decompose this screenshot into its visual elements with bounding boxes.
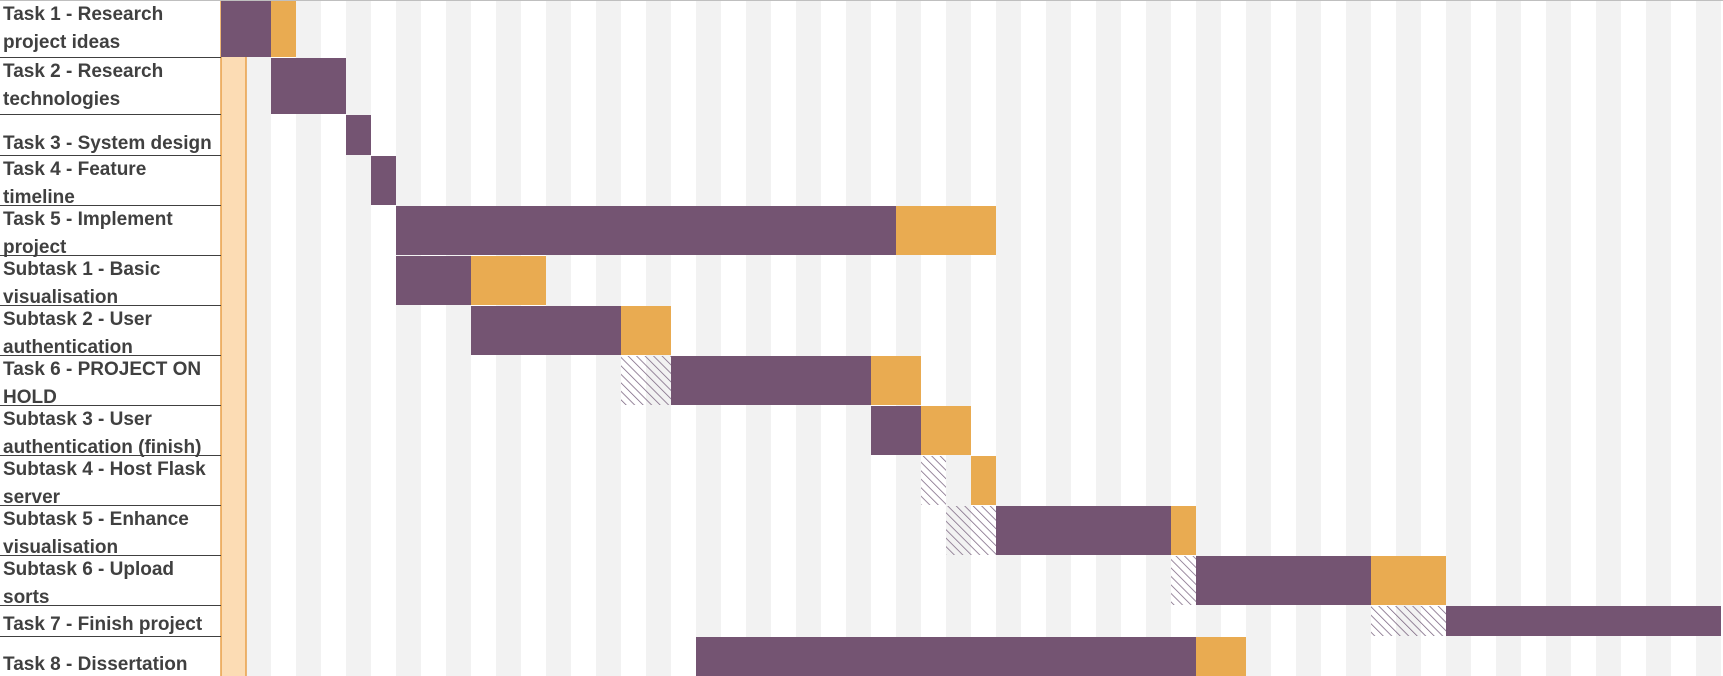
bar-actual: [221, 1, 271, 57]
task-label: technologies: [3, 89, 120, 110]
task-label: Subtask 1 - Basic: [3, 259, 161, 280]
period-stripe: [396, 0, 421, 676]
period-stripe: [246, 0, 271, 676]
period-stripe: [371, 0, 396, 676]
task-label: authentication: [3, 337, 133, 358]
bar-plan-hatched: [1371, 606, 1446, 636]
period-stripe: [971, 0, 996, 676]
period-stripe: [1496, 0, 1521, 676]
bar-actual: [696, 637, 1196, 676]
bar-actual-beyond-plan: [896, 206, 996, 255]
period-stripe: [421, 0, 446, 676]
task-label: authentication (finish): [3, 437, 201, 458]
period-stripe: [821, 0, 846, 676]
task-label: project: [3, 237, 67, 258]
period-stripe: [1121, 0, 1146, 676]
period-stripe: [1071, 0, 1096, 676]
task-label: Task 5 - Implement: [3, 209, 173, 230]
task-label: Task 7 - Finish project: [3, 614, 203, 635]
task-label: visualisation: [3, 537, 118, 558]
period-stripe: [1571, 0, 1596, 676]
task-label: HOLD: [3, 387, 57, 408]
task-label: Task 3 - System design: [3, 133, 212, 154]
period-stripe: [1471, 0, 1496, 676]
period-stripe: [1096, 0, 1121, 676]
bar-actual: [1196, 556, 1371, 605]
task-label: Task 1 - Research: [3, 4, 163, 25]
bar-actual-beyond-plan: [971, 456, 996, 505]
period-stripe: [1446, 0, 1471, 676]
task-label: Subtask 6 - Upload: [3, 559, 174, 580]
task-label: Task 4 - Feature: [3, 159, 146, 180]
bar-actual: [396, 206, 896, 255]
current-period-column: [221, 0, 246, 676]
task-label: visualisation: [3, 287, 118, 308]
bar-actual: [871, 406, 921, 455]
period-stripe: [1696, 0, 1721, 676]
bar-plan-hatched: [621, 356, 671, 405]
bar-actual-beyond-plan: [1171, 506, 1196, 555]
period-stripe: [796, 0, 821, 676]
task-label: Subtask 5 - Enhance: [3, 509, 189, 530]
bar-plan-hatched: [921, 456, 946, 505]
bar-actual-beyond-plan: [1371, 556, 1446, 605]
task-label: Task 8 - Dissertation: [3, 654, 187, 675]
bar-actual-beyond-plan: [471, 256, 546, 305]
period-stripe: [1671, 0, 1696, 676]
task-label: Subtask 4 - Host Flask: [3, 459, 206, 480]
period-stripe: [1596, 0, 1621, 676]
bar-actual-beyond-plan: [271, 1, 296, 57]
task-label: project ideas: [3, 32, 120, 53]
bar-plan-hatched: [946, 506, 996, 555]
period-stripe: [1046, 0, 1071, 676]
bar-actual-beyond-plan: [921, 406, 971, 455]
period-stripe: [771, 0, 796, 676]
task-label: sorts: [3, 587, 49, 608]
task-label: server: [3, 487, 61, 508]
period-stripe: [1146, 0, 1171, 676]
period-stripe: [896, 0, 921, 676]
period-stripe: [346, 0, 371, 676]
bar-actual: [996, 506, 1171, 555]
period-stripe: [921, 0, 946, 676]
bar-actual: [671, 356, 871, 405]
bar-actual-beyond-plan: [621, 306, 671, 355]
task-label: Subtask 2 - User: [3, 309, 152, 330]
task-label: Task 2 - Research: [3, 61, 163, 82]
period-stripe: [696, 0, 721, 676]
period-stripe: [1546, 0, 1571, 676]
bar-actual-beyond-plan: [1196, 637, 1246, 676]
period-stripe: [871, 0, 896, 676]
task-label: timeline: [3, 187, 75, 208]
task-label: Task 6 - PROJECT ON: [3, 359, 201, 380]
bar-actual-beyond-plan: [871, 356, 921, 405]
period-stripe: [1621, 0, 1646, 676]
bar-actual: [1446, 606, 1721, 636]
task-label: Subtask 3 - User: [3, 409, 152, 430]
bar-plan-hatched: [1171, 556, 1196, 605]
period-stripe: [996, 0, 1021, 676]
period-stripe: [1646, 0, 1671, 676]
bar-actual: [471, 306, 621, 355]
bar-actual: [396, 256, 471, 305]
bar-actual: [371, 156, 396, 205]
period-stripe: [746, 0, 771, 676]
period-stripe: [846, 0, 871, 676]
period-stripe: [946, 0, 971, 676]
bar-actual: [346, 115, 371, 155]
period-stripe: [1021, 0, 1046, 676]
period-stripe: [671, 0, 696, 676]
period-stripe: [721, 0, 746, 676]
period-stripe: [446, 0, 471, 676]
bar-actual: [271, 58, 346, 114]
period-stripe: [1521, 0, 1546, 676]
